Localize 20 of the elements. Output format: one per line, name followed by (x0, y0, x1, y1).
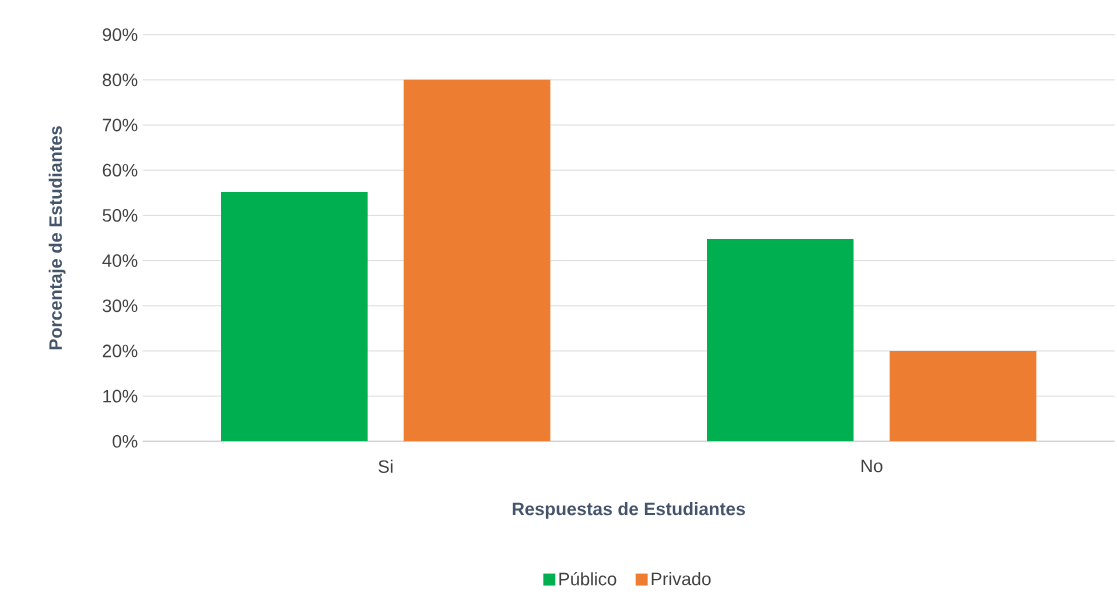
y-tick-label: 60% (102, 163, 138, 177)
y-tick-label: 20% (102, 344, 138, 358)
y-axis-title: Porcentaje de Estudiantes (48, 126, 66, 350)
y-tick-label: 50% (102, 209, 138, 222)
y-tick-label: 70% (102, 118, 138, 132)
x-tick-label: No (861, 459, 883, 473)
x-axis-title: Respuestas de Estudiantes (512, 502, 745, 519)
y-tick-label: 0% (112, 434, 138, 448)
legend-label: Público (559, 571, 617, 586)
y-tick-label: 80% (102, 73, 138, 87)
x-tick-label: Si (378, 459, 393, 473)
bar (221, 191, 368, 442)
y-tick-label: 10% (103, 389, 138, 403)
y-tick-label: 40% (102, 254, 138, 267)
bar (889, 350, 1037, 442)
y-tick-label: 90% (102, 28, 138, 42)
bar (403, 79, 551, 442)
legend-label: Privado (651, 572, 711, 586)
y-tick-label: 30% (102, 299, 138, 313)
bar (707, 238, 854, 442)
